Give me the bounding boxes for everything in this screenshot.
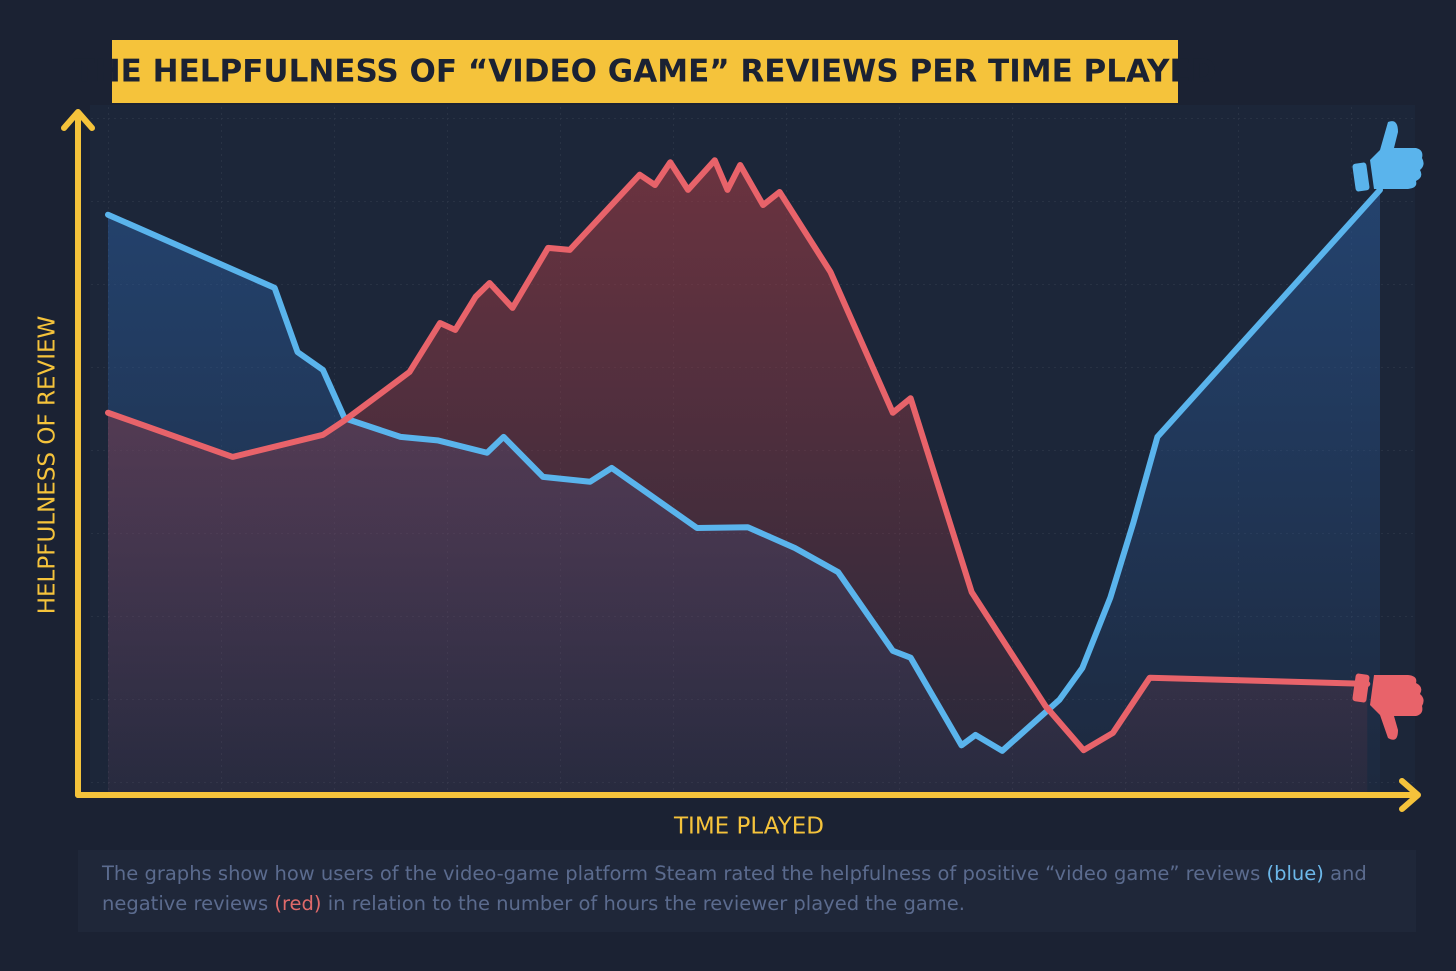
area [108, 160, 1368, 795]
caption: The graphs show how users of the video-g… [78, 850, 1416, 932]
line [105, 157, 1371, 754]
y-axis-label: HELPFULNESS OF REVIEW [35, 316, 61, 615]
caption-text: and negative reviews [102, 862, 1367, 915]
caption-blue: (blue) [1266, 862, 1324, 885]
chart-title: THE HELPFULNESS OF “VIDEO GAME” REVIEWS … [74, 54, 1217, 90]
title-box [112, 40, 1178, 103]
axes [61, 109, 1421, 812]
thumb-down-icon [1352, 673, 1424, 740]
x-axis-label: TIME PLAYED [673, 814, 824, 840]
caption-text: in relation to the number of hours the r… [321, 892, 965, 915]
thumb-up-icon [1352, 121, 1424, 192]
line [105, 186, 1383, 754]
caption-red: (red) [274, 892, 322, 915]
caption-text: The graphs show how users of the video-g… [102, 862, 1267, 885]
